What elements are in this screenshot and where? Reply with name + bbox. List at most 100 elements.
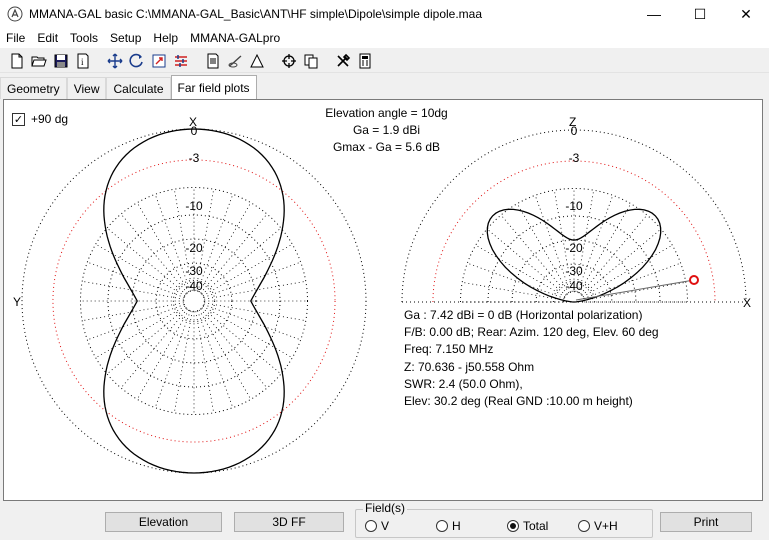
tab-calculate[interactable]: Calculate: [106, 77, 171, 99]
azimuth-ring-label: 0: [191, 124, 198, 138]
elevation-ring-label: -20: [565, 241, 583, 255]
azimuth-ring-label: -10: [185, 199, 203, 213]
ga-text: Ga = 1.9 dBi: [352, 123, 421, 137]
menu-help[interactable]: Help: [153, 31, 179, 45]
menu-mmana-galpro[interactable]: MMANA-GALpro: [190, 31, 281, 45]
fields-group: Field(s) V H Total V+H: [355, 501, 653, 538]
azimuth-spoke: [82, 280, 184, 300]
elevation-spoke: [581, 228, 662, 296]
elevation-z-label: Z: [569, 115, 576, 129]
tab-geometry[interactable]: Geometry: [0, 77, 67, 99]
ga-result: Ga : 7.42 dBi = 0 dB (Horizontal polariz…: [404, 308, 643, 322]
elev-result: Elev: 30.2 deg (Real GND :10.00 m height…: [404, 394, 633, 409]
target-icon[interactable]: [278, 50, 300, 72]
radio-v-dot[interactable]: [365, 520, 377, 532]
azimuth-spoke: [195, 311, 215, 413]
edit-pen-icon[interactable]: [224, 50, 246, 72]
segments-icon[interactable]: [170, 50, 192, 72]
app-icon: [7, 6, 23, 22]
azimuth-ring: [183, 290, 205, 312]
azimuth-spoke: [173, 311, 193, 413]
menu-setup[interactable]: Setup: [110, 31, 142, 45]
radio-v-plus-h[interactable]: V+H: [578, 519, 618, 533]
impedance-result: Z: 70.636 - j50.558 Ohm: [404, 359, 535, 374]
menu-bar: File Edit Tools Setup Help MMANA-GALpro: [0, 28, 769, 48]
elevation-ring-label: -10: [565, 199, 583, 213]
radio-total-dot[interactable]: [507, 520, 519, 532]
azimuth-ring: [21, 128, 367, 474]
checkbox-box[interactable]: ✓: [12, 112, 25, 126]
radio-vh-dot[interactable]: [578, 520, 590, 532]
plus90-checkbox[interactable]: ✓ +90 dg: [12, 112, 68, 126]
document-icon[interactable]: [202, 50, 224, 72]
azimuth-ring-label: -40: [185, 279, 203, 293]
tools-icon[interactable]: [332, 50, 354, 72]
elevation-button[interactable]: Elevation: [105, 512, 222, 532]
elevation-ring: [535, 263, 613, 303]
copy-icon[interactable]: [300, 50, 322, 72]
save-icon[interactable]: [50, 50, 72, 72]
checkbox-label: +90 dg: [31, 112, 69, 126]
elevation-ring-label: -30: [565, 264, 583, 278]
print-button[interactable]: Print: [660, 512, 752, 532]
close-button[interactable]: ✕: [740, 5, 752, 22]
azimuth-ring: [107, 214, 281, 388]
fb-result: F/B: 0.00 dB; Rear: Azim. 120 deg, Elev.…: [404, 325, 659, 340]
elevation-ring-label: -40: [565, 279, 583, 293]
3d-ff-button[interactable]: 3D FF: [234, 512, 344, 532]
elevation-pattern: [486, 208, 662, 303]
elevation-x-label: X: [743, 296, 751, 310]
freq-result: Freq: 7.150 MHz: [404, 342, 494, 357]
elevation-spoke: [500, 214, 568, 295]
azimuth-spoke: [204, 280, 306, 300]
azimuth-ring-label: -30: [185, 264, 203, 278]
minimize-button[interactable]: —: [647, 6, 661, 22]
elevation-spoke: [462, 281, 564, 301]
radio-h-label: H: [452, 519, 461, 533]
max-gain-marker: [689, 275, 699, 285]
menu-file[interactable]: File: [6, 31, 26, 45]
triangle-icon[interactable]: [246, 50, 268, 72]
azimuth-ring-label: -20: [185, 241, 203, 255]
svg-text:i: i: [81, 57, 84, 67]
tab-view[interactable]: View: [66, 77, 107, 99]
swr-result: SWR: 2.4 (50.0 Ohm),: [404, 376, 523, 391]
fields-legend: Field(s): [363, 501, 408, 515]
menu-edit[interactable]: Edit: [37, 31, 59, 45]
elevation-summary: Elevation angle = 10dg Ga = 1.9 dBi Gmax…: [264, 105, 509, 156]
radio-v-label: V: [381, 519, 390, 533]
calculator-icon[interactable]: [354, 50, 376, 72]
toolbar: i: [0, 49, 769, 73]
radio-vh-label: V+H: [594, 519, 618, 533]
radio-h[interactable]: H: [436, 519, 461, 533]
azimuth-spoke: [106, 307, 187, 375]
rotate-icon[interactable]: [126, 50, 148, 72]
open-folder-icon[interactable]: [28, 50, 50, 72]
azimuth-ring: [79, 186, 309, 416]
tab-strip: Geometry View Calculate Far field plots: [0, 75, 257, 99]
elevation-spoke: [584, 281, 686, 301]
azimuth-pattern: [103, 128, 285, 474]
elevation-spoke: [486, 228, 567, 296]
maximize-button[interactable]: ☐: [693, 5, 707, 22]
azimuth-ring-label: -3: [189, 151, 200, 165]
radio-total[interactable]: Total: [507, 519, 548, 533]
azimuth-spoke: [82, 302, 184, 322]
radio-h-dot[interactable]: [436, 520, 448, 532]
azimuth-ring: [131, 238, 257, 364]
resize-icon[interactable]: [148, 50, 170, 72]
azimuth-spoke: [201, 227, 282, 295]
azimuth-spoke: [106, 227, 187, 295]
antenna-results: Ga : 7.42 dBi = 0 dB (Horizontal polariz…: [404, 307, 659, 410]
elevation-ring-label: -3: [569, 151, 580, 165]
new-file-icon[interactable]: [6, 50, 28, 72]
window-title: MMANA-GAL basic C:\MMANA-GAL_Basic\ANT\H…: [29, 7, 483, 21]
menu-tools[interactable]: Tools: [70, 31, 99, 45]
azimuth-spoke: [200, 213, 268, 294]
radio-v[interactable]: V: [365, 519, 389, 533]
tab-far-field-plots[interactable]: Far field plots: [170, 75, 257, 99]
file-info-icon[interactable]: i: [72, 50, 94, 72]
move-icon[interactable]: [104, 50, 126, 72]
elevation-ring-label: 0: [571, 124, 578, 138]
